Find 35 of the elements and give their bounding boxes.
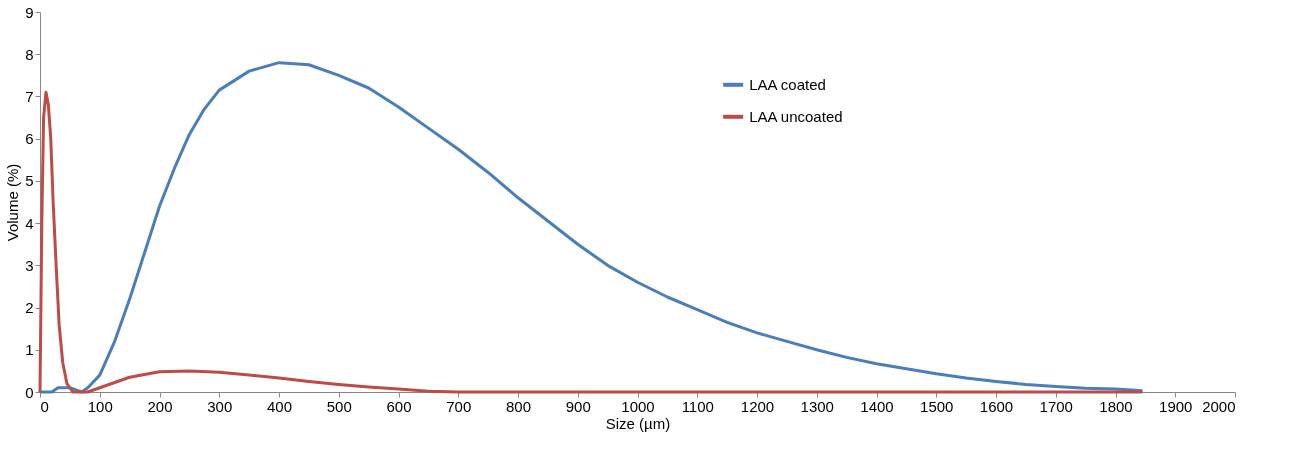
- x-tick-label: 1700: [1039, 397, 1073, 415]
- y-tick-label: 5: [25, 172, 34, 190]
- x-tick-label: 800: [505, 397, 532, 415]
- x-tick-label: 900: [565, 397, 591, 415]
- x-tick-label: 300: [207, 397, 233, 415]
- x-tick-label: 1800: [1099, 397, 1133, 415]
- x-tick-label: 100: [87, 397, 113, 415]
- y-tick-label: 1: [25, 341, 34, 359]
- legend-label: LAA coated: [749, 75, 826, 93]
- x-tick-label: 1300: [800, 397, 834, 415]
- y-tick-label: 2: [25, 299, 34, 317]
- x-tick-label: 1400: [860, 397, 894, 415]
- x-tick-label: 200: [147, 397, 173, 415]
- x-tick-label: 600: [386, 397, 412, 415]
- x-tick-label: 500: [326, 397, 352, 415]
- y-tick-label: 3: [25, 256, 34, 274]
- x-axis-title: Size (µm): [605, 414, 671, 432]
- x-tick-label: 0: [40, 397, 49, 415]
- x-tick-label: 1100: [681, 397, 714, 415]
- y-tick-label: 0: [25, 383, 34, 401]
- legend-label: LAA uncoated: [749, 107, 843, 125]
- x-tick-label: 1600: [979, 397, 1014, 415]
- x-tick-label: 1200: [740, 397, 775, 415]
- y-tick-label: 8: [25, 45, 34, 63]
- y-tick-label: 4: [25, 214, 34, 232]
- x-tick-label: 2000: [1202, 397, 1236, 415]
- x-tick-label: 400: [266, 397, 293, 415]
- x-tick-label: 1500: [920, 397, 954, 415]
- x-tick-label: 1900: [1159, 397, 1193, 415]
- y-tick-label: 7: [25, 87, 34, 105]
- y-axis-title: Volume (%): [4, 163, 22, 242]
- x-tick-label: 700: [446, 397, 472, 415]
- y-tick-label: 9: [25, 3, 34, 21]
- x-tick-label: 1000: [621, 397, 655, 415]
- y-tick-label: 6: [25, 130, 34, 148]
